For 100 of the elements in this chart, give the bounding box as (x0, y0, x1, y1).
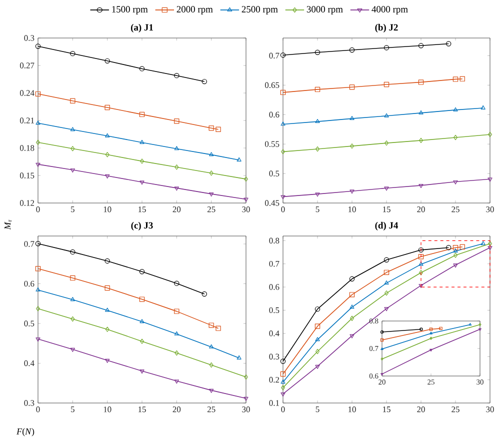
y-tick-label: 0.3 (24, 35, 34, 41)
point (350, 304, 354, 309)
y-tick-label: 0.8 (269, 238, 280, 244)
x-tick-label: 15 (138, 206, 146, 212)
point (350, 116, 354, 120)
y-tick-label: 0.6 (269, 112, 280, 118)
point (350, 316, 354, 321)
point (209, 344, 214, 348)
point (70, 316, 75, 322)
point (105, 174, 110, 178)
point (35, 91, 41, 97)
point (70, 127, 75, 132)
point (418, 80, 424, 85)
x-tick-label: 10 (104, 406, 112, 412)
point (280, 90, 286, 96)
x-tick-label: 10 (104, 206, 112, 212)
point (139, 66, 145, 72)
point (70, 50, 76, 56)
point (70, 348, 75, 352)
x-tick-label: 0 (36, 406, 40, 412)
y-tick-label: 0.2 (269, 376, 280, 383)
y-tick-label: 0.3 (24, 400, 34, 406)
point (174, 331, 179, 336)
point (104, 58, 110, 64)
legend-label: 4000 rpm (372, 6, 408, 14)
point (105, 358, 110, 363)
point (314, 86, 320, 92)
x-tick-label: 30 (242, 206, 250, 212)
point (315, 192, 320, 197)
x-tick-label: 30 (242, 406, 250, 412)
x-tick-label: 0 (281, 206, 285, 212)
y-tick-label: 0.24 (20, 90, 34, 96)
point (174, 72, 180, 78)
point (139, 269, 145, 274)
y-tick-label: 0.65 (264, 82, 280, 88)
point (174, 164, 179, 170)
x-axis-title: F(N) (16, 428, 34, 436)
point (418, 138, 424, 144)
point (452, 76, 458, 82)
point (280, 371, 286, 377)
y-tick-label: 0.21 (20, 118, 34, 124)
point (140, 370, 144, 374)
point (104, 104, 110, 110)
point (139, 296, 145, 302)
x-tick-label: 20 (172, 406, 181, 412)
point (104, 258, 110, 264)
y-tick-label: 0.5 (269, 307, 280, 314)
point (349, 84, 355, 90)
point (174, 118, 180, 124)
y-tick-label: 0.7 (24, 241, 34, 247)
point (315, 337, 320, 342)
point (384, 307, 389, 312)
point (384, 257, 390, 262)
point (384, 280, 389, 285)
point (452, 245, 458, 250)
point (384, 45, 390, 50)
x-tick-label: 10 (348, 206, 356, 212)
chart-title: (d) J4 (375, 222, 398, 231)
point (349, 292, 355, 298)
legend-label: 3000 rpm (306, 6, 343, 14)
point (209, 192, 214, 197)
point (140, 319, 144, 324)
point (315, 118, 320, 124)
y-tick-label: 0.1 (269, 400, 279, 406)
point (460, 76, 466, 82)
point (384, 140, 389, 146)
point (140, 140, 144, 144)
point (430, 336, 432, 340)
point (429, 328, 433, 331)
point (349, 47, 355, 53)
point (453, 252, 458, 258)
point (104, 285, 110, 291)
point (314, 324, 320, 329)
point (384, 270, 390, 276)
y-tick-label: 0.4 (24, 360, 34, 366)
chart-title: (b) J2 (375, 24, 398, 33)
x-tick-label: 20 (172, 206, 181, 212)
point (140, 158, 144, 164)
point (70, 98, 76, 104)
y-tick-label: 0.55 (264, 141, 280, 147)
point (430, 332, 432, 334)
point (105, 326, 110, 332)
point (70, 168, 75, 173)
x-tick-label: 5 (71, 406, 74, 412)
x-tick-label: 25 (452, 206, 460, 212)
x-tick-label: 30 (486, 406, 494, 412)
point (453, 180, 458, 184)
point (140, 338, 144, 344)
point (418, 110, 424, 114)
point (453, 264, 458, 268)
point (70, 297, 75, 302)
point (209, 152, 214, 156)
point (208, 126, 214, 131)
point (140, 180, 144, 185)
y-tick-label: 0.12 (20, 200, 34, 206)
x-tick-label: 5 (71, 206, 74, 212)
x-tick-label: 0 (281, 406, 285, 412)
y-tick-label: 0.5 (269, 170, 280, 176)
point (453, 248, 458, 253)
x-tick-label: 15 (383, 406, 390, 412)
